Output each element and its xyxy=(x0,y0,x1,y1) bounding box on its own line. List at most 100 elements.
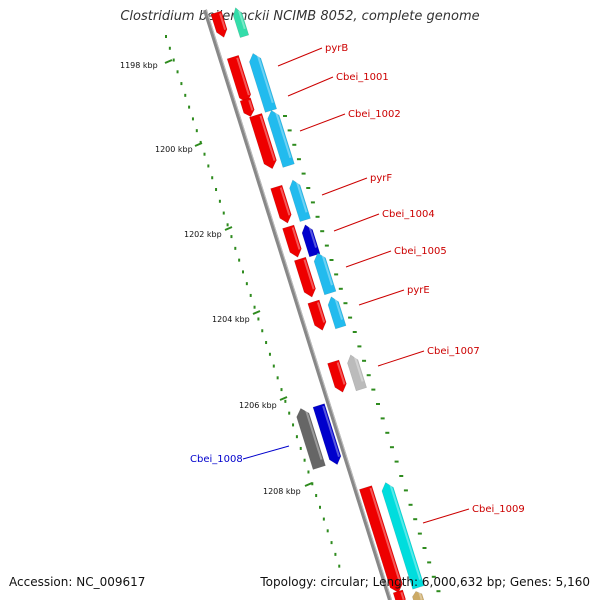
scale-dot xyxy=(168,46,171,50)
gene-reverse xyxy=(327,296,347,330)
genome-backbone xyxy=(203,9,392,600)
scale-dot xyxy=(322,517,325,521)
scale-dot xyxy=(334,552,337,556)
scale-dot xyxy=(188,105,191,109)
scale-dot xyxy=(234,246,237,250)
scale-dot xyxy=(184,93,187,97)
gene-label: pyrE xyxy=(407,285,430,296)
gene-gray xyxy=(296,408,326,470)
scale-dot xyxy=(315,494,318,498)
scale-dot xyxy=(324,244,329,247)
scale-dot xyxy=(283,115,287,117)
scale-tick-label: 1204 kbp xyxy=(212,315,250,324)
scale-dot xyxy=(352,331,357,333)
major-tick xyxy=(164,59,173,64)
scale-dot xyxy=(338,287,343,290)
scale-dot xyxy=(320,230,325,233)
gene-label-leader xyxy=(333,213,380,232)
gene-label-leader xyxy=(377,350,425,367)
scale-dot xyxy=(191,117,194,121)
scale-dot xyxy=(238,258,241,262)
scale-dot xyxy=(207,164,210,168)
scale-dot xyxy=(165,35,167,38)
gene-forward xyxy=(270,184,292,224)
gene-label: Cbei_1004 xyxy=(382,209,435,220)
scale-dot xyxy=(195,129,198,133)
scale-dot xyxy=(268,352,271,356)
scale-dot xyxy=(301,172,306,175)
gene-label: pyrB xyxy=(325,43,348,54)
scale-dot xyxy=(315,215,320,218)
scale-dot xyxy=(288,411,291,415)
gene-label: pyrF xyxy=(370,173,392,184)
gene-highlight xyxy=(312,403,342,465)
scale-dot xyxy=(292,143,297,146)
scale-dot xyxy=(329,259,334,261)
scale-dot xyxy=(408,503,413,506)
scale-dot xyxy=(417,532,422,535)
scale-dot xyxy=(394,460,399,463)
scale-dot xyxy=(245,282,248,286)
scale-dot xyxy=(399,475,404,477)
scale-dot xyxy=(215,188,218,192)
gene-label-leader xyxy=(345,250,392,268)
gene-label-leader xyxy=(242,445,290,460)
accession-text: Accession: NC_009617 xyxy=(9,575,146,589)
gene-reverse xyxy=(412,591,426,600)
gene-gray xyxy=(347,354,367,392)
gene-reverse xyxy=(267,109,295,168)
major-tick xyxy=(304,482,313,487)
scale-dot xyxy=(172,58,175,62)
scale-dot xyxy=(257,317,260,321)
gene-label: Cbei_1001 xyxy=(336,72,389,83)
scale-dot xyxy=(366,374,371,377)
tick-marks: 1198 kbp 1200 kbp 1202 kbp 1204 kbp 1206 kbp… xyxy=(120,35,441,593)
scale-dot xyxy=(389,446,394,449)
scale-dot xyxy=(242,270,244,274)
scale-dot xyxy=(380,417,385,420)
scale-dot xyxy=(265,341,268,345)
gene-label-leader xyxy=(287,76,334,97)
scale-dot xyxy=(222,211,225,215)
scale-dot xyxy=(376,403,380,405)
scale-dot xyxy=(385,431,390,434)
gene-label-leader xyxy=(422,508,470,524)
scale-dot xyxy=(422,547,427,549)
scale-dot xyxy=(334,273,339,276)
genome-backbone-highlight xyxy=(206,9,392,600)
major-tick xyxy=(194,142,203,147)
gene-forward xyxy=(239,97,255,117)
scale-dot xyxy=(199,140,202,144)
gene-forward xyxy=(210,10,228,38)
scale-dot xyxy=(303,458,306,462)
gene-forward xyxy=(249,113,277,170)
gene-labels: pyrB Cbei_1001 Cbei_1002 pyrF Cbei_1004 Cbei_… xyxy=(190,43,525,524)
gene-forward xyxy=(327,359,347,393)
scale-dot xyxy=(330,541,333,545)
scale-dot xyxy=(299,446,302,450)
gene-forward xyxy=(307,299,327,331)
scale-dot xyxy=(180,82,183,86)
gene-label-leader xyxy=(358,289,405,306)
scale-tick-label: 1208 kbp xyxy=(263,487,301,496)
gene-reverse xyxy=(233,7,250,38)
gene-forward xyxy=(392,589,406,600)
major-tick xyxy=(279,396,288,401)
scale-dot xyxy=(249,293,252,297)
scale-dot xyxy=(211,176,214,180)
scale-dot xyxy=(218,199,221,203)
gene-reverse xyxy=(289,179,311,222)
scale-dot xyxy=(319,505,321,509)
gene-features xyxy=(210,7,426,600)
scale-tick-label: 1202 kbp xyxy=(184,230,222,239)
scale-dot xyxy=(226,223,229,227)
scale-dot xyxy=(203,152,206,156)
scale-dot xyxy=(306,187,311,189)
scale-dot xyxy=(413,518,418,521)
scale-dot xyxy=(261,329,264,333)
scale-dot xyxy=(357,345,362,348)
gene-forward xyxy=(282,224,302,258)
scale-dot xyxy=(307,470,310,474)
gene-reverse xyxy=(249,53,278,113)
